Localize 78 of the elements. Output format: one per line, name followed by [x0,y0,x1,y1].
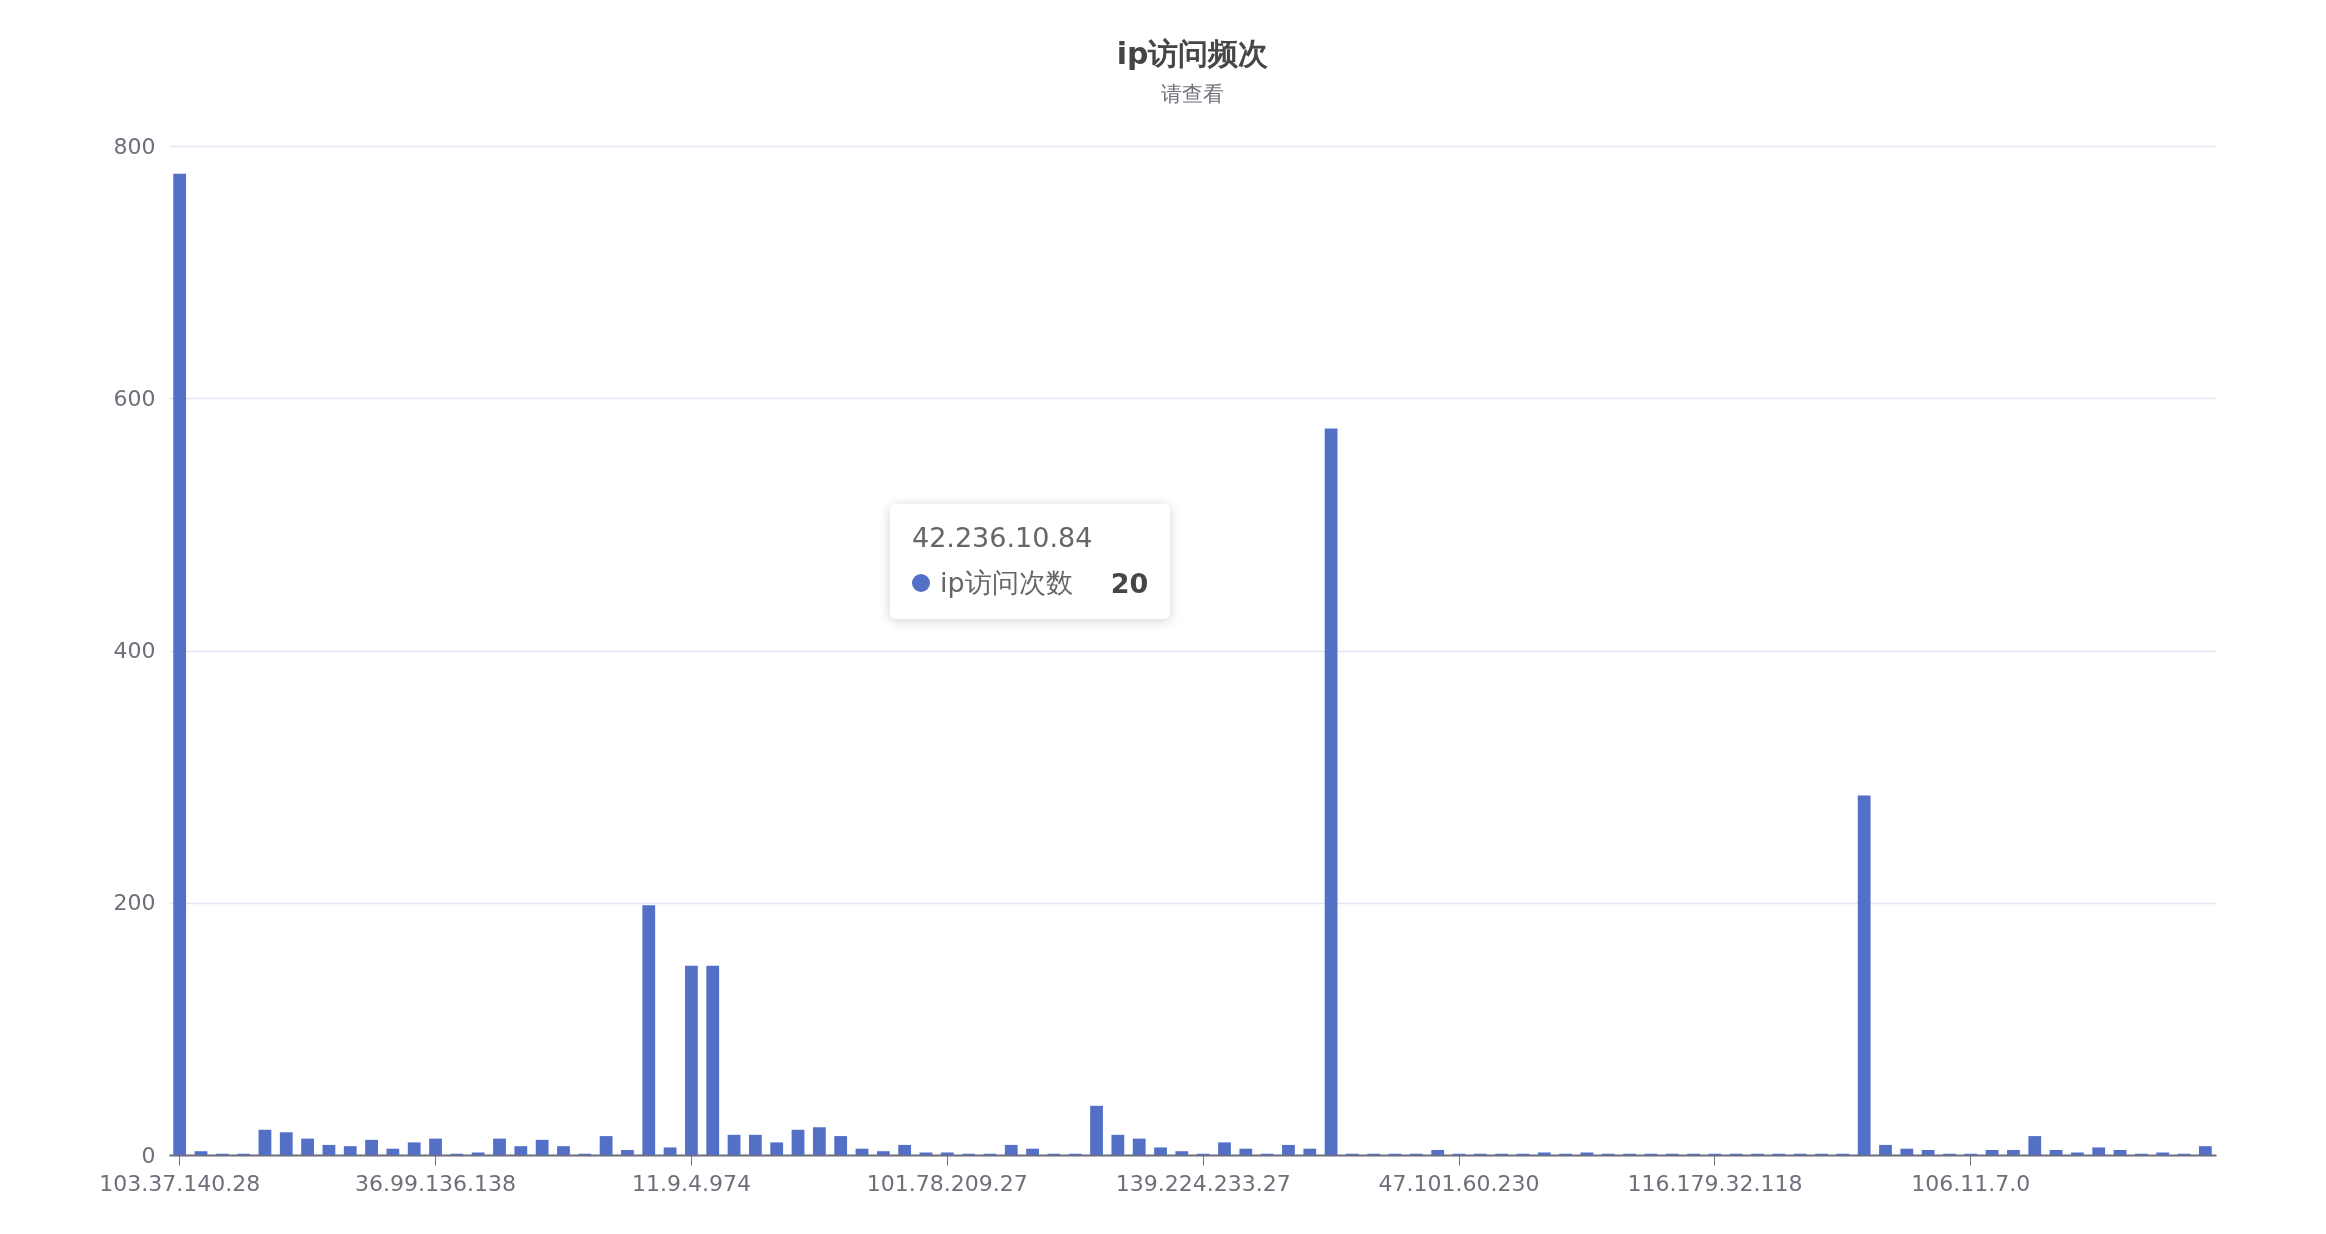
bar [1985,1149,1999,1155]
bar [2092,1147,2106,1155]
chart-title: ip访问频次 [1116,36,1269,71]
bar [1239,1148,1253,1155]
bar [322,1144,336,1155]
y-tick-label: 200 [113,890,156,916]
bar [599,1136,613,1155]
annotation: 20 [1110,567,1149,599]
bar [2028,1136,2042,1155]
x-tick-label: 139.224.233.27 [1115,1170,1291,1196]
bar [1111,1134,1125,1155]
x-tick-label: 106.11.7.0 [1911,1170,2031,1196]
bar [791,1129,805,1155]
bar [1154,1147,1167,1155]
bar [834,1136,848,1155]
bar [471,1152,485,1155]
bar [727,1134,741,1155]
bar [1175,1151,1189,1155]
y-tick-label: 800 [113,133,156,159]
y-tick-label: 600 [113,385,156,411]
bar [812,1127,826,1155]
y-tick-label: 400 [113,638,156,663]
bar [1004,1144,1018,1155]
bar [173,173,187,1155]
bar [1431,1149,1445,1155]
bar [429,1138,442,1155]
bar [898,1144,912,1155]
bar [1879,1144,1892,1155]
bar [2007,1149,2020,1155]
chart-subtitle: 请查看 [1161,82,1224,106]
x-tick-label: 47.101.60.230 [1378,1170,1540,1196]
bar [514,1146,528,1155]
x-tick-label: 103.37.140.28 [99,1170,261,1196]
bar [2071,1152,2084,1155]
x-tick-label: 11.9.4.974 [631,1170,751,1196]
bar [2113,1149,2127,1155]
bar [535,1139,549,1155]
bar [1580,1152,1594,1155]
bar [642,905,656,1155]
bar [557,1146,570,1155]
bar [279,1132,293,1155]
bar [258,1129,272,1155]
annotation: 42.236.10.84 [912,522,1094,553]
bar [365,1139,378,1155]
x-tick-label: 116.179.32.118 [1627,1170,1803,1196]
x-tick-label: 101.78.209.27 [866,1170,1028,1196]
bar [1282,1144,1295,1155]
bar [919,1152,933,1155]
bar [748,1134,762,1155]
bar [663,1147,677,1155]
bar [876,1151,890,1155]
bar [940,1152,954,1155]
bar [1218,1142,1231,1155]
bar [386,1148,400,1155]
bar [1026,1148,1039,1155]
bar [2156,1152,2170,1155]
bar [706,965,720,1155]
bar [1857,795,1871,1155]
bar [1324,428,1338,1155]
bar [194,1151,208,1155]
bar [1303,1148,1317,1155]
bar [1921,1149,1935,1155]
bar [621,1149,634,1155]
bar [1537,1152,1551,1155]
bar [493,1138,506,1155]
bar [301,1138,314,1155]
bar [2198,1146,2212,1155]
legend-label: ip访问次数 [940,566,1073,600]
bar [1090,1105,1103,1155]
bar [770,1142,784,1155]
bar [2049,1149,2063,1155]
bar [1900,1148,1914,1155]
x-tick-label: 36.99.136.138 [355,1170,517,1196]
bar [343,1146,357,1155]
bar [407,1142,421,1155]
y-tick-label: 0 [141,1142,156,1168]
bar [685,965,698,1155]
bar [1132,1138,1146,1155]
